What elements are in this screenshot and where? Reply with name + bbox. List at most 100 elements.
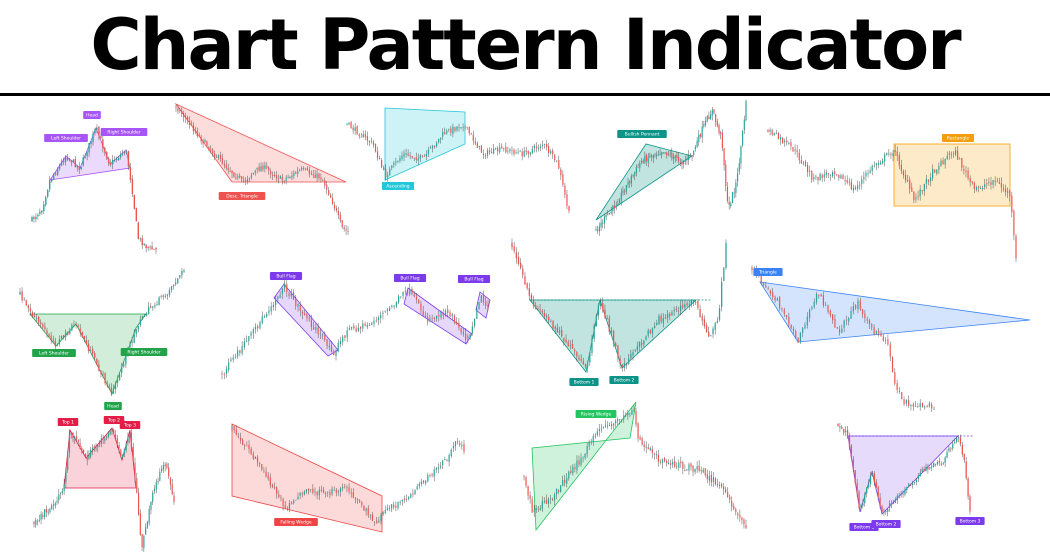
candle-body: [223, 373, 225, 375]
candle-body: [934, 463, 937, 465]
candle-body: [395, 302, 397, 307]
candle-body: [212, 149, 214, 154]
candle-body: [590, 441, 592, 443]
candle-body: [425, 154, 428, 157]
pattern-label-box: [269, 272, 303, 280]
candle-body: [73, 324, 75, 326]
candle-body: [444, 459, 446, 460]
candle-body: [665, 460, 668, 463]
candle-body: [348, 328, 351, 330]
candle-body: [350, 492, 352, 494]
candle-body: [322, 180, 324, 182]
candle-body: [148, 306, 150, 314]
candle-body: [403, 498, 406, 500]
candle-body: [550, 320, 552, 322]
candle-body: [850, 445, 853, 459]
candle-body: [423, 155, 425, 157]
candle-body: [885, 339, 887, 341]
candle-body: [92, 133, 94, 143]
candle-body: [150, 501, 152, 510]
candle-body: [416, 486, 418, 490]
candle-body: [519, 262, 522, 269]
candle-body: [473, 318, 476, 326]
candle-body: [619, 358, 621, 365]
candle-body: [552, 320, 554, 328]
candle-body: [437, 467, 440, 469]
candle-body: [802, 162, 805, 164]
candle-body: [286, 284, 288, 293]
candle-body: [265, 471, 267, 477]
pattern-label: Bottom 2: [876, 522, 897, 528]
candle-body: [670, 463, 672, 465]
candle-body: [125, 443, 127, 451]
candle-body: [74, 436, 76, 440]
candle-body: [257, 325, 259, 329]
candle-body: [566, 477, 568, 484]
candle-body: [843, 320, 845, 328]
candle-body: [950, 153, 952, 155]
candle-body: [116, 438, 118, 444]
candle-body: [397, 296, 400, 303]
candle-body: [933, 408, 935, 410]
candle-body: [549, 498, 552, 500]
candle-body: [933, 463, 935, 467]
candle-body: [927, 466, 929, 470]
candle-body: [310, 489, 312, 491]
candle-body: [688, 303, 690, 305]
candle-body: [784, 140, 786, 143]
candle-body: [252, 172, 254, 175]
candle-body: [580, 358, 582, 362]
candle-body: [252, 453, 254, 459]
candle-body: [552, 150, 554, 155]
candle-body: [526, 283, 528, 289]
candle-body: [328, 345, 330, 348]
candle-body: [108, 386, 110, 388]
candle-body: [74, 159, 77, 167]
candle-body: [635, 410, 637, 425]
candle-body: [786, 140, 788, 143]
candle-body: [460, 328, 462, 333]
candle-body: [325, 493, 327, 494]
candle-body: [901, 392, 903, 400]
candle-body: [84, 156, 86, 158]
candle-body: [45, 509, 48, 513]
candle-body: [314, 174, 316, 179]
candle-body: [698, 465, 700, 471]
candle-body: [380, 514, 382, 522]
candle-body: [556, 327, 559, 333]
candle-body: [374, 521, 376, 523]
candle-body: [456, 126, 458, 131]
candle-body: [254, 456, 257, 459]
candle-body: [679, 305, 682, 312]
candle-body: [861, 179, 863, 185]
candle-body: [313, 327, 315, 330]
candle-body: [297, 496, 299, 500]
candle-body: [556, 160, 558, 162]
candle-body: [113, 429, 115, 434]
candle-body: [898, 155, 900, 166]
candle-body: [507, 150, 509, 152]
candle-body: [179, 275, 181, 278]
candle-body: [239, 437, 242, 441]
candle-body: [915, 197, 917, 200]
candle-body: [239, 175, 241, 178]
candle-body: [368, 140, 371, 142]
candle-body: [537, 508, 539, 510]
candle-body: [873, 327, 875, 334]
pattern-label: Head: [107, 404, 119, 410]
candle-body: [273, 487, 276, 489]
candle-body: [629, 181, 631, 184]
candle-body: [102, 139, 104, 148]
candle-body: [427, 316, 429, 322]
candle-body: [912, 404, 914, 407]
candle-body: [153, 248, 155, 250]
candle-body: [320, 177, 322, 180]
candle-body: [781, 307, 783, 310]
candle-body: [35, 520, 37, 526]
candle-body: [463, 444, 465, 452]
candle-body: [915, 479, 918, 482]
pattern-label-box: [83, 111, 101, 119]
candle-body: [248, 444, 250, 449]
candle-body: [337, 342, 339, 352]
candle-body: [129, 167, 132, 180]
